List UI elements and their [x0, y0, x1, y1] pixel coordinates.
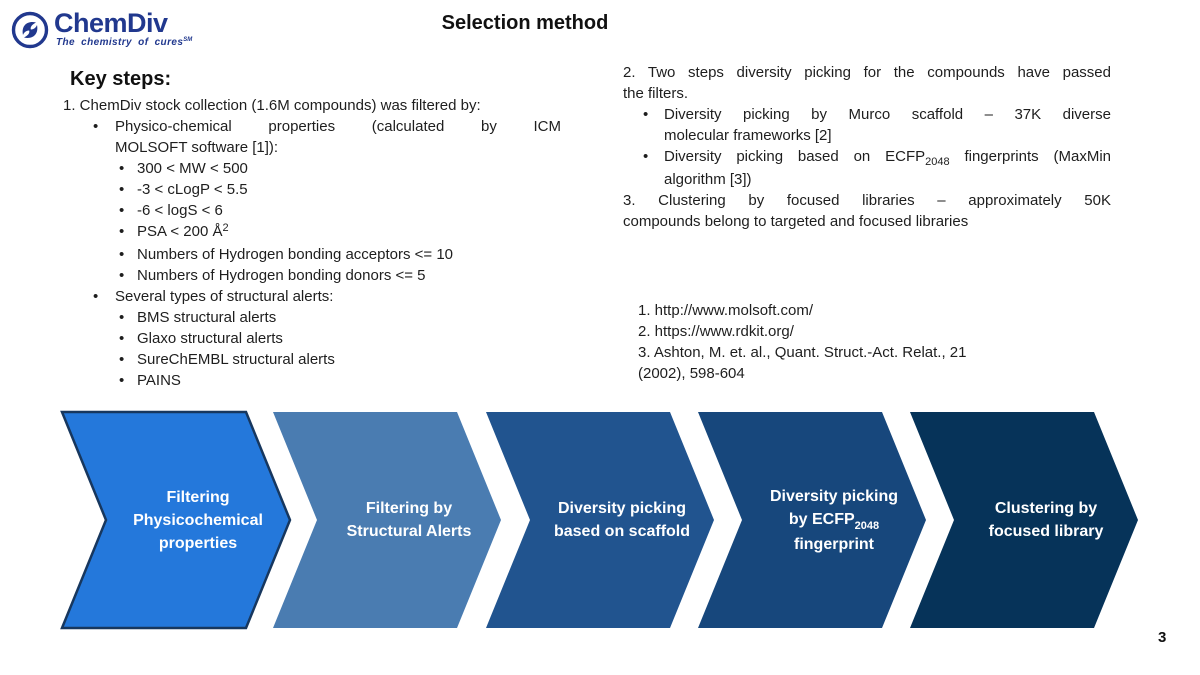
chemdiv-logo: ChemDiv The chemistry of curesSM — [10, 8, 192, 50]
ecfp-subscript: 2048 — [925, 156, 950, 168]
bullet-psa: PSA < 200 Å2 — [63, 221, 561, 244]
references: 1. http://www.molsoft.com/ 2. https://ww… — [638, 300, 1038, 384]
logo-tagline: The chemistry of curesSM — [56, 37, 193, 48]
bullet-murco-line2: molecular frameworks [2] — [664, 127, 832, 144]
process-flow: Filtering Physicochemical properties Fil… — [0, 410, 1200, 630]
chevron-shape — [486, 412, 714, 628]
bullet-physico-line2: MOLSOFT software [1]): — [115, 139, 279, 156]
chevron-shape — [698, 412, 926, 628]
key-steps-heading: Key steps: — [70, 68, 172, 90]
logo-wordmark: ChemDiv — [54, 8, 168, 38]
chevron-shape — [910, 412, 1138, 628]
steps-2-3-column: 2. Two steps diversity picking for the c… — [623, 62, 1111, 232]
reference-line: 2. https://www.rdkit.org/ — [638, 323, 794, 340]
reference-line: 1. http://www.molsoft.com/ — [638, 302, 814, 319]
bullet-ecfp-line1: Diversity picking based on ECFP2048 fing… — [623, 146, 1111, 169]
ecfp-subscript: 2048 — [854, 519, 880, 532]
bullet-alert-surechembl: SureChEMBL structural alerts — [63, 349, 561, 370]
page-title: Selection method — [441, 12, 609, 34]
bullet-alert-bms: BMS structural alerts — [63, 307, 561, 328]
bullet-physico-line1: Physico-chemical properties (calculated … — [63, 116, 561, 137]
step2-line1: 2. Two steps diversity picking for the c… — [623, 64, 1111, 81]
bullet-alerts-intro: Several types of structural alerts: — [63, 286, 561, 307]
bullet-ecfp-line2: algorithm [3]) — [664, 171, 752, 188]
process-step-structural-alerts: Filtering by Structural Alerts — [273, 412, 501, 628]
process-step-label: Filtering Physicochemical properties — [133, 488, 263, 552]
bullet-hbd: Numbers of Hydrogen bonding donors <= 5 — [63, 265, 561, 286]
chemdiv-logo-icon — [11, 11, 49, 49]
page-number: 3 — [1158, 629, 1167, 646]
bullet-hba: Numbers of Hydrogen bonding acceptors <=… — [63, 244, 561, 265]
process-step-diversity-scaffold: Diversity picking based on scaffold — [486, 412, 714, 628]
logo-text: ChemDiv The chemistry of curesSM — [54, 8, 192, 48]
key-steps-column: Key steps: 1. ChemDiv stock collection (… — [63, 68, 561, 391]
process-step-label: Diversity picking by ECFP2048 fingerprin… — [769, 487, 899, 553]
process-step-diversity-ecfp: Diversity picking by ECFP2048 fingerprin… — [698, 412, 926, 628]
step3-line2: compounds belong to targeted and focused… — [623, 213, 969, 230]
process-step-label: Clustering by focused library — [988, 500, 1104, 540]
step2-line2: the filters. — [623, 85, 689, 102]
service-mark: SM — [183, 37, 193, 43]
reference-line: (2002), 598-604 — [638, 365, 745, 382]
psa-superscript: 2 — [222, 222, 229, 234]
process-step-clustering: Clustering by focused library — [910, 412, 1138, 628]
step3-line1: 3. Clustering by focused libraries – app… — [623, 192, 1111, 209]
bullet-mw: 300 < MW < 500 — [63, 158, 561, 179]
reference-line: 3. Ashton, M. et. al., Quant. Struct.-Ac… — [638, 344, 967, 361]
chevron-shape — [60, 410, 292, 630]
process-step-label: Filtering by Structural Alerts — [346, 500, 472, 540]
process-step-label: Diversity picking based on scaffold — [553, 500, 691, 540]
bullet-alert-pains: PAINS — [63, 370, 561, 391]
bullet-alert-glaxo: Glaxo structural alerts — [63, 328, 561, 349]
bullet-clogp: -3 < cLogP < 5.5 — [63, 179, 561, 200]
bullet-murco-line1: Diversity picking by Murco scaffold – 37… — [623, 104, 1111, 125]
bullet-logs: -6 < logS < 6 — [63, 200, 561, 221]
chevron-shape — [273, 412, 501, 628]
process-step-filtering-physicochemical: Filtering Physicochemical properties — [60, 410, 292, 630]
step1-text: 1. ChemDiv stock collection (1.6M compou… — [63, 97, 481, 114]
